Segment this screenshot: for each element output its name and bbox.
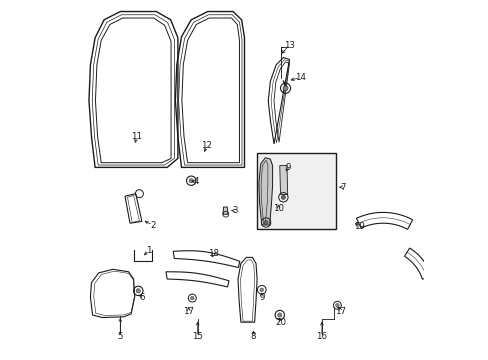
Text: 20: 20 [274,318,285,327]
Text: 17: 17 [183,307,194,316]
Text: 10: 10 [273,204,284,213]
Text: 7: 7 [340,183,346,192]
Circle shape [260,288,263,292]
Text: 1: 1 [146,246,152,255]
Text: 12: 12 [201,141,212,150]
Text: 4: 4 [193,177,198,186]
Text: 5: 5 [117,332,123,341]
FancyBboxPatch shape [257,153,336,229]
Circle shape [277,313,282,317]
Text: 9: 9 [285,163,290,172]
Text: 2: 2 [150,220,155,230]
Circle shape [335,303,339,307]
Polygon shape [223,207,227,214]
Text: 15: 15 [192,332,203,341]
Text: 18: 18 [208,249,219,258]
Text: 8: 8 [250,332,256,341]
Circle shape [136,289,140,293]
Text: 16: 16 [316,332,327,341]
Polygon shape [279,166,287,194]
Text: 19: 19 [353,222,365,231]
Circle shape [264,220,268,225]
Text: 13: 13 [284,41,294,50]
Text: 17: 17 [335,307,346,316]
Circle shape [283,86,287,91]
Text: 14: 14 [294,73,305,82]
Text: 11: 11 [131,132,142,141]
Circle shape [189,179,193,183]
Text: 9: 9 [259,292,264,302]
Text: 3: 3 [232,206,238,215]
Polygon shape [258,158,272,225]
Circle shape [190,296,194,300]
Circle shape [281,195,285,199]
Text: 6: 6 [139,292,144,302]
